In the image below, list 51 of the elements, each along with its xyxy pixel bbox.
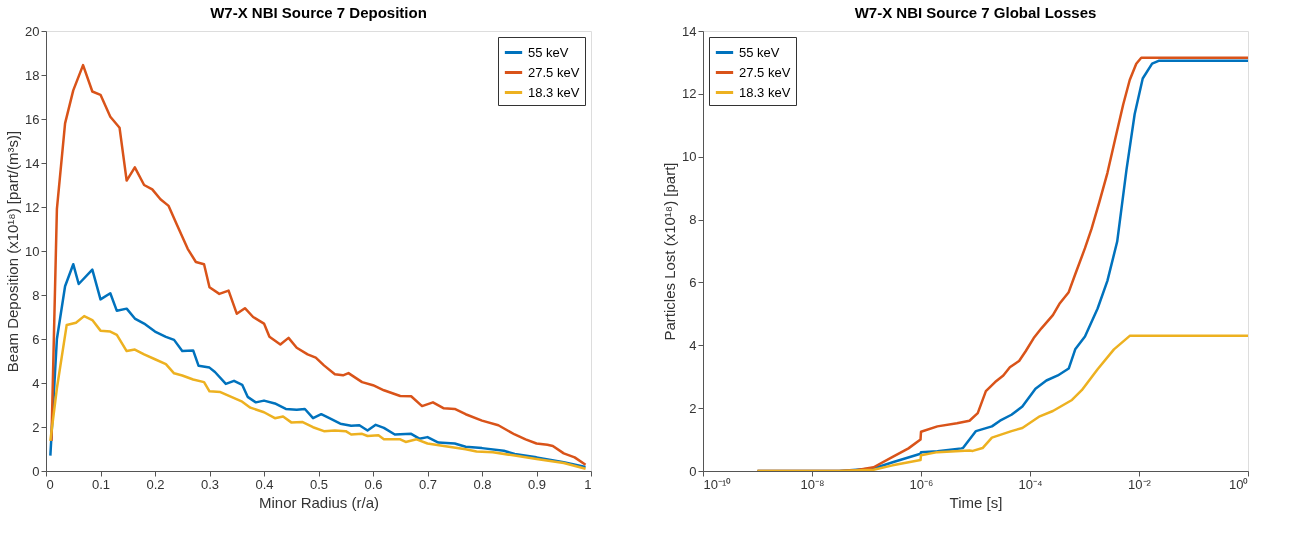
x-tick-label: 10⁻²	[1128, 476, 1152, 492]
x-tick-label: 0.5	[309, 476, 329, 492]
x-tick-label: 0.7	[418, 476, 438, 492]
y-tick-label: 12	[25, 199, 40, 215]
x-tick-label: 0.1	[91, 476, 111, 492]
y-tick-label: 2	[32, 419, 40, 435]
x-tick-label: 10⁻¹⁰	[703, 476, 732, 492]
y-tick-label: 0	[32, 463, 40, 479]
x-tick-label: 1	[584, 476, 592, 492]
y-tick-label: 0	[689, 463, 697, 479]
line-series	[49, 262, 587, 469]
y-tick-label: 14	[682, 23, 697, 39]
y-tick-label: 10	[682, 149, 697, 165]
y-tick-label: 12	[682, 86, 697, 102]
y-tick-label: 16	[25, 111, 40, 127]
y-tick-label: 6	[689, 274, 697, 290]
x-tick-label: 0	[46, 476, 54, 492]
legend-label: 55 keV	[739, 44, 780, 60]
y-tick-label: 10	[25, 243, 40, 259]
y-tick-label: 8	[689, 212, 697, 228]
legend-label: 27.5 keV	[528, 64, 580, 80]
y-axis-title: Beam Deposition (x10¹⁸) [part/(m³s)]	[4, 130, 22, 373]
y-tick-label: 18	[25, 67, 40, 83]
chart-title: W7-X NBI Source 7 Deposition	[210, 4, 427, 21]
x-tick-label: 10⁻⁶	[909, 476, 934, 492]
legend-label: 18.3 keV	[739, 84, 791, 100]
x-axis-title: Minor Radius (r/a)	[258, 493, 380, 511]
y-tick-label: 2	[689, 400, 697, 416]
x-tick-label: 0.3	[200, 476, 220, 492]
y-tick-label: 20	[25, 23, 40, 39]
y-tick-label: 4	[32, 375, 40, 391]
y-tick-label: 14	[25, 155, 40, 171]
y-tick-label: 4	[689, 337, 697, 353]
y-axis-title: Particles Lost (x10¹⁸) [part]	[661, 162, 679, 341]
line-series	[49, 314, 587, 471]
x-tick-label: 0.2	[146, 476, 165, 492]
x-tick-label: 10⁰	[1229, 476, 1249, 492]
legend-label: 55 keV	[528, 44, 569, 60]
line-series	[50, 63, 587, 467]
y-tick-label: 6	[32, 331, 40, 347]
y-tick-label: 8	[32, 287, 40, 303]
x-tick-label: 0.4	[255, 476, 274, 492]
x-tick-label: 0.8	[473, 476, 492, 492]
legend-label: 18.3 keV	[528, 84, 580, 100]
legend-label: 27.5 keV	[739, 64, 791, 80]
x-tick-label: 10⁻⁴	[1018, 476, 1043, 492]
x-axis-title: Time [s]	[949, 493, 1003, 511]
x-tick-label: 0.9	[527, 476, 547, 492]
x-tick-label: 10⁻⁸	[800, 476, 825, 492]
chart-title: W7-X NBI Source 7 Global Losses	[854, 4, 1097, 21]
x-tick-label: 0.6	[364, 476, 383, 492]
